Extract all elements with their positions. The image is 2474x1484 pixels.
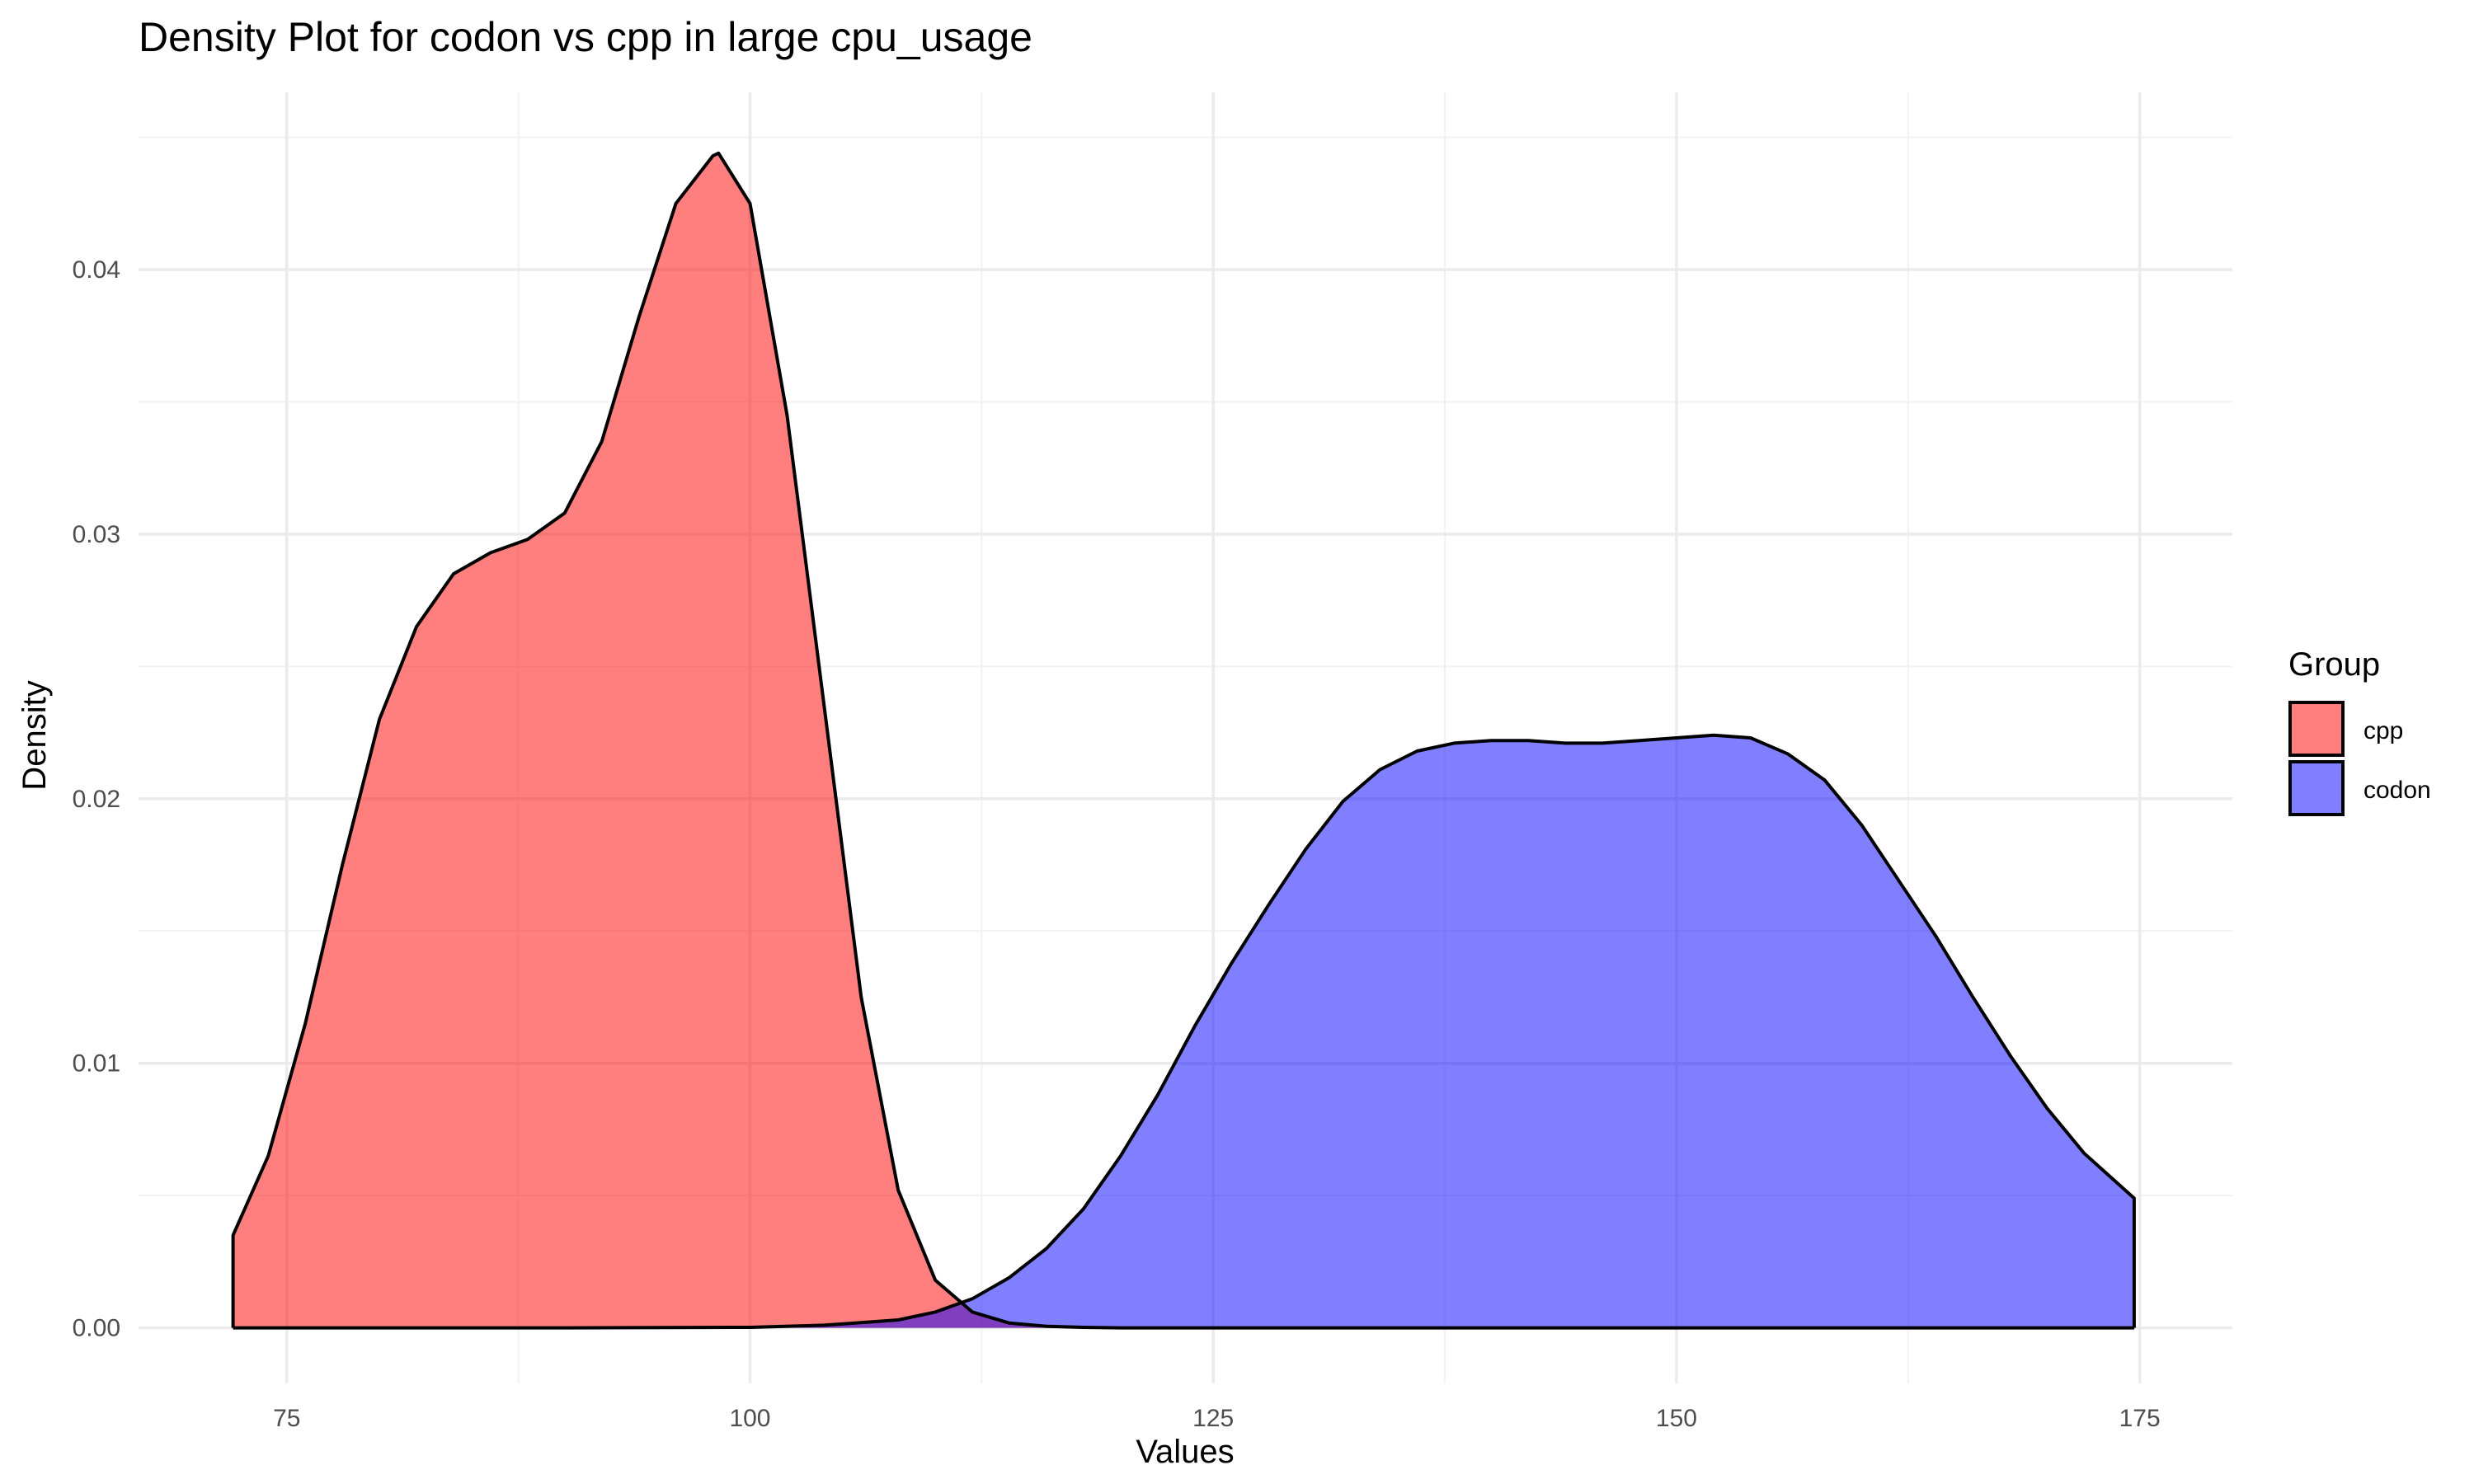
x-tick-label: 150 bbox=[1656, 1405, 1697, 1432]
y-axis-ticks: 0.00 0.01 0.02 0.03 0.04 bbox=[73, 256, 120, 1342]
y-tick-label: 0.02 bbox=[73, 786, 120, 813]
x-tick-label: 125 bbox=[1192, 1405, 1234, 1432]
legend-label-codon: codon bbox=[2363, 777, 2431, 804]
density-area-codon bbox=[233, 735, 2134, 1328]
x-axis-title: Values bbox=[1136, 1434, 1234, 1470]
y-tick-label: 0.01 bbox=[73, 1050, 120, 1078]
legend-label-cpp: cpp bbox=[2363, 717, 2403, 744]
legend-swatch-cpp bbox=[2288, 701, 2345, 757]
y-axis-title: Density bbox=[16, 680, 53, 790]
density-line-codon bbox=[233, 733, 2136, 1330]
density-area-cpp bbox=[233, 153, 2134, 1328]
density-line-cpp bbox=[231, 151, 2134, 1330]
x-tick-label: 175 bbox=[2119, 1405, 2161, 1432]
x-tick-label: 75 bbox=[273, 1405, 300, 1432]
y-tick-label: 0.03 bbox=[73, 521, 120, 548]
y-tick-label: 0.04 bbox=[73, 256, 120, 284]
y-tick-label: 0.00 bbox=[73, 1315, 120, 1342]
legend: Group cpp codon bbox=[2288, 646, 2431, 816]
legend-swatch-codon bbox=[2288, 760, 2345, 816]
legend-title: Group bbox=[2288, 646, 2380, 683]
chart-title: Density Plot for codon vs cpp in large c… bbox=[139, 14, 1032, 60]
x-axis-ticks: 75 100 125 150 175 bbox=[273, 1405, 2161, 1432]
x-tick-label: 100 bbox=[729, 1405, 770, 1432]
density-outlines bbox=[231, 151, 2136, 1330]
density-areas bbox=[233, 153, 2134, 1328]
